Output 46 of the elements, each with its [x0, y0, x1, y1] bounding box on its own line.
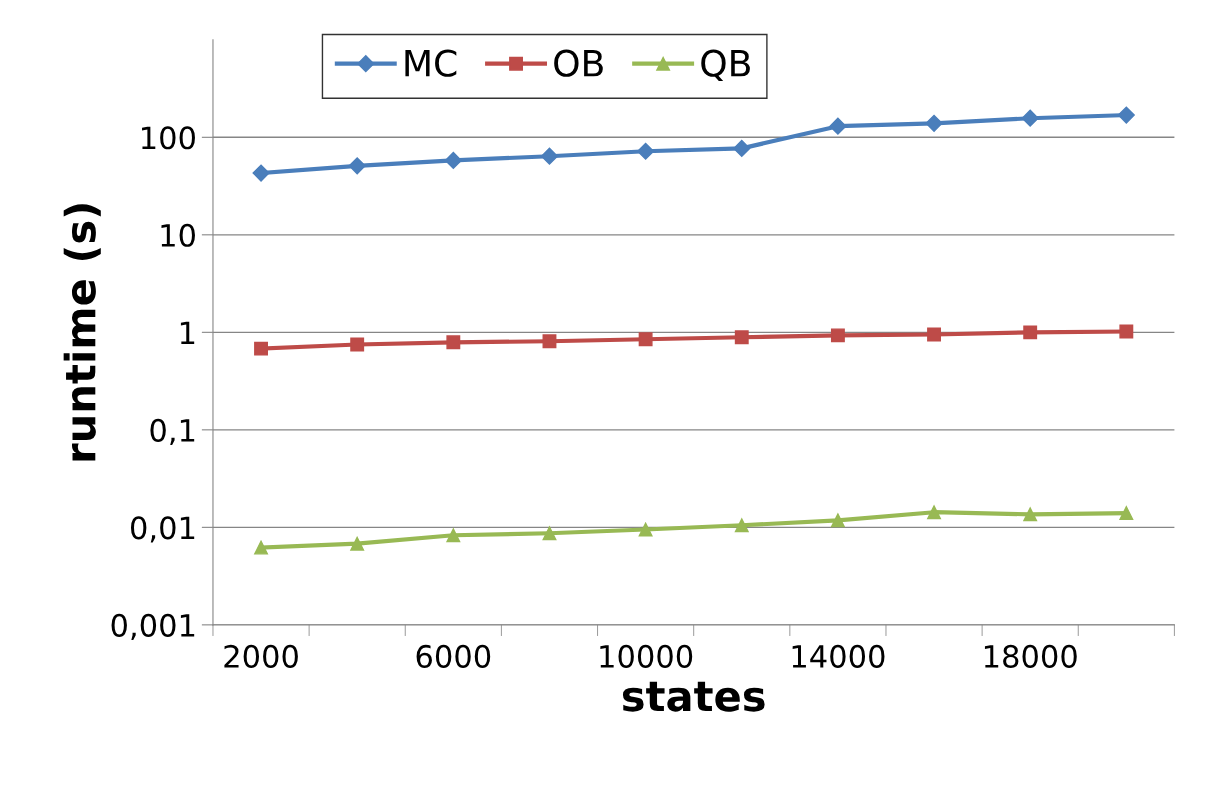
x-tick-label: 2000 — [224, 644, 298, 668]
point — [829, 117, 847, 135]
point — [1023, 325, 1038, 340]
point — [350, 536, 365, 551]
point — [637, 142, 655, 160]
point — [444, 151, 462, 169]
point — [734, 518, 749, 533]
y-tick-label: 0,1 — [150, 418, 195, 445]
point — [734, 330, 749, 345]
point — [1023, 507, 1038, 522]
x-axis-title: states — [622, 681, 765, 712]
y-axis-title: runtime (s) — [63, 204, 101, 461]
point — [446, 528, 461, 543]
point — [830, 328, 845, 343]
point — [1119, 506, 1134, 521]
point — [1119, 324, 1134, 339]
point — [542, 526, 557, 541]
legend-label: QB — [701, 49, 750, 81]
y-tick-label: 0,01 — [130, 516, 195, 543]
legend-label: MC — [405, 49, 457, 77]
point — [348, 157, 366, 175]
point — [733, 139, 751, 157]
point — [1021, 109, 1039, 127]
x-tick-label: 10000 — [600, 644, 693, 668]
point — [638, 522, 653, 537]
point — [638, 332, 653, 347]
point — [254, 540, 268, 555]
point — [446, 335, 461, 350]
point — [927, 505, 941, 520]
point — [540, 147, 559, 165]
point — [254, 341, 268, 356]
y-tick-label: 10 — [161, 223, 195, 247]
y-tick-label: 0,001 — [111, 613, 195, 641]
point — [350, 337, 365, 352]
point — [830, 513, 845, 528]
point — [925, 114, 943, 132]
legend-label: OB — [554, 49, 603, 77]
x-tick-label: 18000 — [984, 644, 1077, 668]
x-tick-label: 6000 — [416, 644, 491, 668]
x-tick-label: 14000 — [792, 644, 885, 668]
point — [252, 164, 270, 182]
point — [542, 334, 557, 349]
y-tick-label: 1 — [180, 321, 195, 344]
point — [1117, 106, 1135, 124]
point — [927, 327, 941, 342]
y-tick-label: 100 — [142, 126, 195, 150]
